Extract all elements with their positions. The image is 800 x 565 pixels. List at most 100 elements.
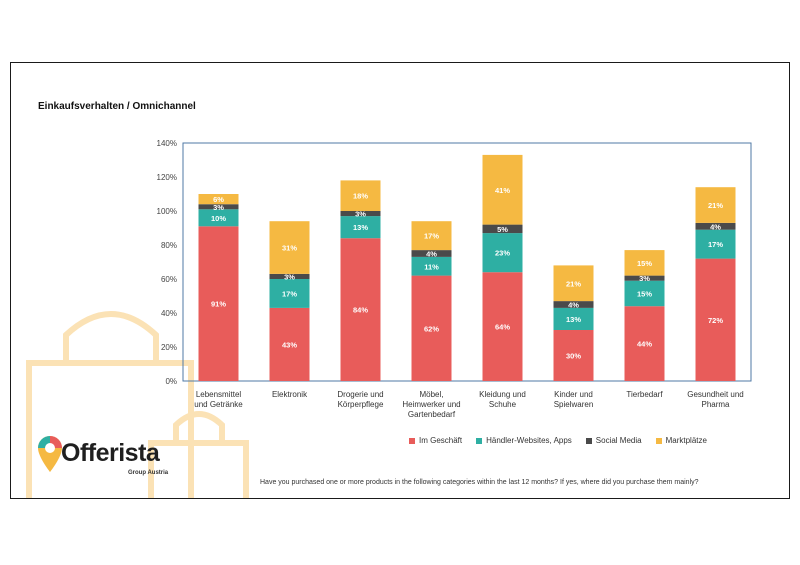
bar-segment [553, 301, 594, 308]
data-label: 15% [637, 289, 652, 298]
data-label: 17% [282, 289, 297, 298]
legend-item: Social Media [585, 436, 642, 445]
data-label: 30% [566, 352, 581, 361]
data-label: 21% [708, 201, 723, 210]
logo-subtitle: Group Austria [128, 470, 169, 476]
bar-segment [198, 209, 239, 227]
data-label: 4% [710, 222, 721, 231]
y-tick-label: 80% [161, 241, 177, 250]
legend: Im Geschäft Händler-Websites, Apps Social … [409, 436, 707, 445]
bar-segment [624, 250, 665, 276]
legend-swatch [476, 437, 483, 444]
bar-segment [340, 238, 381, 381]
chart-title: Einkaufsverhalten / Omnichannel [38, 101, 196, 112]
bar-segment [411, 221, 452, 251]
legend-swatch [585, 437, 592, 444]
data-label: 62% [424, 324, 439, 333]
bar-segment [624, 306, 665, 381]
survey-question-footnote: Have you purchased one or more products … [260, 479, 699, 486]
bar-segment [695, 222, 736, 230]
bar-segment [269, 279, 310, 308]
y-tick-label: 140% [157, 139, 177, 148]
bar-segment [482, 154, 523, 225]
bar-segment [553, 265, 594, 302]
bar-segment [198, 226, 239, 381]
data-label: 15% [637, 259, 652, 268]
bar-segment [340, 211, 381, 217]
legend-label: Im Geschäft [419, 436, 463, 445]
bar-segment [624, 275, 665, 281]
data-label: 43% [282, 340, 297, 349]
data-label: 17% [708, 240, 723, 249]
y-tick-label: 60% [161, 275, 177, 284]
data-label: 3% [639, 274, 650, 283]
bar-segment [269, 307, 310, 381]
data-label: 6% [213, 195, 224, 204]
data-label: 3% [213, 203, 224, 212]
data-label: 21% [566, 279, 581, 288]
shopping-bag-watermark-icon [26, 311, 249, 498]
category-label: Elektronik [272, 390, 308, 399]
bar-segment [340, 180, 381, 211]
data-label: 18% [353, 192, 368, 201]
data-label: 91% [211, 300, 226, 309]
bar-segment [695, 229, 736, 259]
data-label: 10% [211, 214, 226, 223]
legend-item: Im Geschäft [409, 436, 462, 445]
bar-segment [553, 307, 594, 330]
category-label: Möbel, [419, 390, 443, 399]
legend-label: Händler-Websites, Apps [486, 436, 572, 445]
data-label: 44% [637, 340, 652, 349]
legend-item: Marktplätze [655, 436, 707, 445]
data-label: 41% [495, 186, 510, 195]
bar-segment [624, 280, 665, 307]
data-label: 4% [568, 301, 579, 310]
bar-segment [198, 204, 239, 210]
data-label: 84% [353, 306, 368, 315]
bar-segment [411, 275, 452, 381]
category-label: und Getränke [194, 400, 243, 409]
data-label: 3% [355, 210, 366, 219]
bar-segment [553, 330, 594, 381]
category-label: Pharma [701, 400, 730, 409]
category-label: Lebensmittel [196, 390, 242, 399]
data-label: 3% [284, 272, 295, 281]
offerista-logo-pin-icon [38, 436, 62, 472]
legend-swatch [655, 437, 662, 444]
bar-segment [482, 272, 523, 381]
data-label: 72% [708, 316, 723, 325]
bar-segment [198, 194, 239, 205]
bars: 91%10%3%6%43%17%3%31%84%13%3%18%62%11%4%… [198, 154, 736, 381]
category-label: Heimwerker und [402, 400, 460, 409]
data-label: 13% [353, 223, 368, 232]
data-label: 31% [282, 244, 297, 253]
legend-item: Händler-Websites, Apps [476, 436, 572, 445]
plot-area-frame [182, 142, 752, 382]
data-label: 23% [495, 249, 510, 258]
bar-segment [482, 233, 523, 273]
bar-segment [411, 256, 452, 276]
bar-segment [269, 221, 310, 274]
logo-wordmark: Offerista [61, 439, 160, 467]
bar-segment [695, 258, 736, 381]
data-label: 11% [424, 262, 439, 271]
bar-segment [269, 273, 310, 279]
data-label: 64% [495, 323, 510, 332]
category-label: Kinder und [554, 390, 593, 399]
y-axis: 0% 20% 40% 60% 80% 100% 120% 140% [157, 139, 177, 386]
y-tick-label: 120% [157, 173, 177, 182]
data-label: 13% [566, 315, 581, 324]
legend-label: Social Media [595, 436, 642, 445]
y-tick-label: 20% [161, 343, 177, 352]
bar-segment [695, 187, 736, 223]
category-label: Gesundheit und [687, 390, 744, 399]
legend-swatch [409, 437, 415, 444]
data-label: 4% [426, 250, 437, 259]
slide: Einkaufsverhalten / Omnichannel 0% 20% 40%… [10, 62, 790, 499]
category-label: Kleidung und [479, 390, 526, 399]
legend-label: Marktplätze [665, 436, 707, 445]
bar-segment [411, 250, 452, 257]
y-tick-label: 100% [157, 207, 177, 216]
stacked-bar-chart: 0%20%40%60%80%100%120%140% 91%10%3%6%43%… [157, 139, 752, 419]
